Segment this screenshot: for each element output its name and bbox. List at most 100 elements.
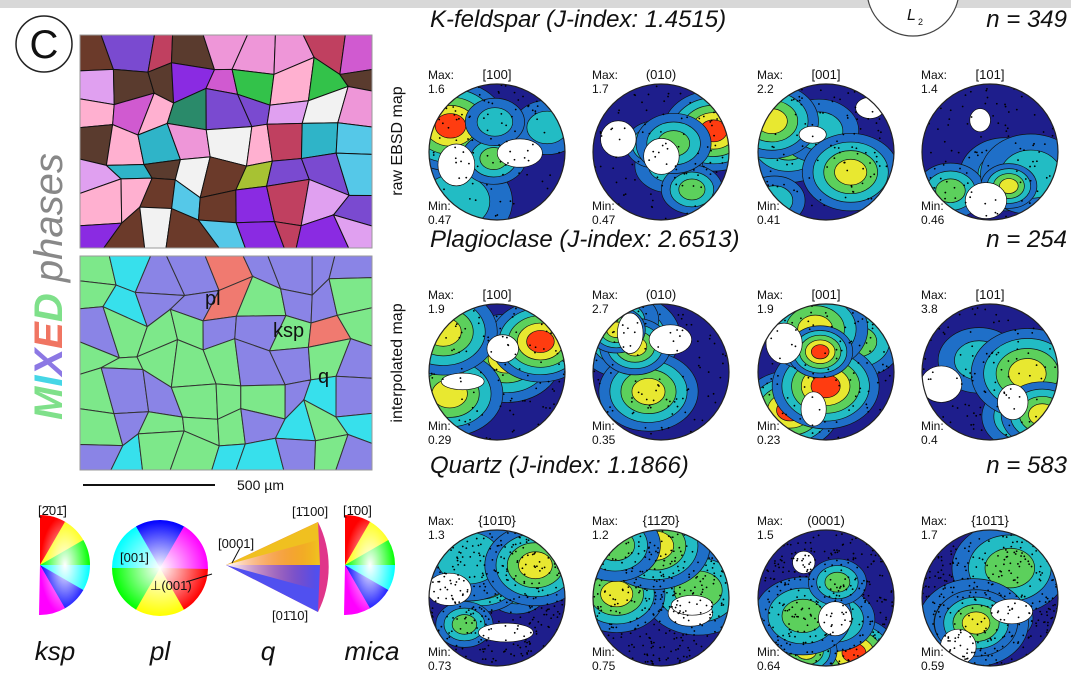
pf-point <box>875 554 877 556</box>
pf-point <box>561 600 563 602</box>
pf-point <box>963 375 965 377</box>
pf-point <box>992 583 994 585</box>
pf-point <box>686 656 688 658</box>
pf-point <box>481 615 483 617</box>
pf-point <box>600 166 602 168</box>
pf-point <box>804 364 806 366</box>
pf-point <box>790 588 792 590</box>
pf-point <box>667 657 669 659</box>
pf-point <box>879 118 881 120</box>
pf-point <box>803 642 805 644</box>
key-white <box>345 515 395 615</box>
pf-point <box>473 620 475 622</box>
pf-point <box>1040 574 1042 576</box>
pf-point <box>1000 594 1002 596</box>
pf-point <box>949 563 951 565</box>
pf-point <box>517 644 519 646</box>
pf-point <box>637 625 639 627</box>
phase-label: q <box>318 366 329 388</box>
pf-point <box>867 118 869 120</box>
pf-point <box>1006 536 1008 538</box>
pf-point <box>879 165 881 167</box>
pf-point <box>654 579 656 581</box>
pf-point <box>661 594 663 596</box>
pf-point <box>635 380 637 382</box>
pf-point <box>782 567 784 569</box>
pf-point <box>440 589 442 591</box>
pf-point <box>498 621 500 623</box>
pf-point <box>942 565 944 567</box>
pf-point <box>653 586 655 588</box>
pf-point <box>787 610 789 612</box>
pf-point <box>652 200 654 202</box>
pf-point <box>610 610 612 612</box>
pf-point <box>661 540 663 542</box>
pf-point <box>1046 611 1048 613</box>
pf-point <box>468 116 470 118</box>
max-value: 1.3 <box>428 528 445 542</box>
pf-contour <box>527 111 568 144</box>
pf-contour <box>435 114 466 139</box>
pf-label: (010) <box>646 287 676 302</box>
pf-point <box>855 106 857 108</box>
pf-point <box>842 605 844 607</box>
pf-point <box>444 587 446 589</box>
pf-point <box>673 340 675 342</box>
pf-point <box>791 344 793 346</box>
pf-min <box>649 325 692 355</box>
min-value: 0.46 <box>921 213 945 227</box>
pf-point <box>623 580 625 582</box>
pf-point <box>537 105 539 107</box>
pf-point <box>777 563 779 565</box>
pf-point <box>699 581 701 583</box>
pf-point <box>542 589 544 591</box>
pf-point <box>804 123 806 125</box>
pf-point <box>945 161 947 163</box>
pf-point <box>856 118 858 120</box>
pf-point <box>788 623 790 625</box>
pf-point <box>487 155 489 157</box>
pf-point <box>795 614 797 616</box>
pf-point <box>994 648 996 650</box>
pf-point <box>864 601 866 603</box>
pf-point <box>476 538 478 540</box>
pf-point <box>937 128 939 130</box>
pf-point <box>496 369 498 371</box>
pf-contour <box>425 317 461 346</box>
pf-point <box>494 369 496 371</box>
pf-point <box>541 607 543 609</box>
pf-point <box>506 568 508 570</box>
pf-point <box>460 628 462 630</box>
pf-point <box>483 610 485 612</box>
pf-point <box>637 354 639 356</box>
pf-point <box>1029 612 1031 614</box>
pf-point <box>771 606 773 608</box>
pf-point <box>668 576 670 578</box>
pf-point <box>503 393 505 395</box>
pf-point <box>719 377 721 379</box>
pf-point <box>874 637 876 639</box>
pf-point <box>770 578 772 580</box>
pf-point <box>707 395 709 397</box>
pf-point <box>609 406 611 408</box>
pf-min <box>991 599 1033 624</box>
pf-point <box>1021 552 1023 554</box>
pf-point <box>789 629 791 631</box>
pf-point <box>697 562 699 564</box>
pf-point <box>715 402 717 404</box>
pf-point <box>457 564 459 566</box>
side-title-letter: D <box>27 293 71 322</box>
pf-point <box>511 398 513 400</box>
pf-point <box>802 643 804 645</box>
pf-point <box>465 177 467 179</box>
pf-point <box>1029 166 1031 168</box>
pf-min <box>793 551 815 573</box>
pf-point <box>697 174 699 176</box>
pf-point <box>867 321 869 323</box>
pf-point <box>953 580 955 582</box>
pf-point <box>689 655 691 657</box>
pf-point <box>804 618 806 620</box>
pf-point <box>941 556 943 558</box>
pf-point <box>518 536 520 538</box>
pf-point <box>534 110 536 112</box>
